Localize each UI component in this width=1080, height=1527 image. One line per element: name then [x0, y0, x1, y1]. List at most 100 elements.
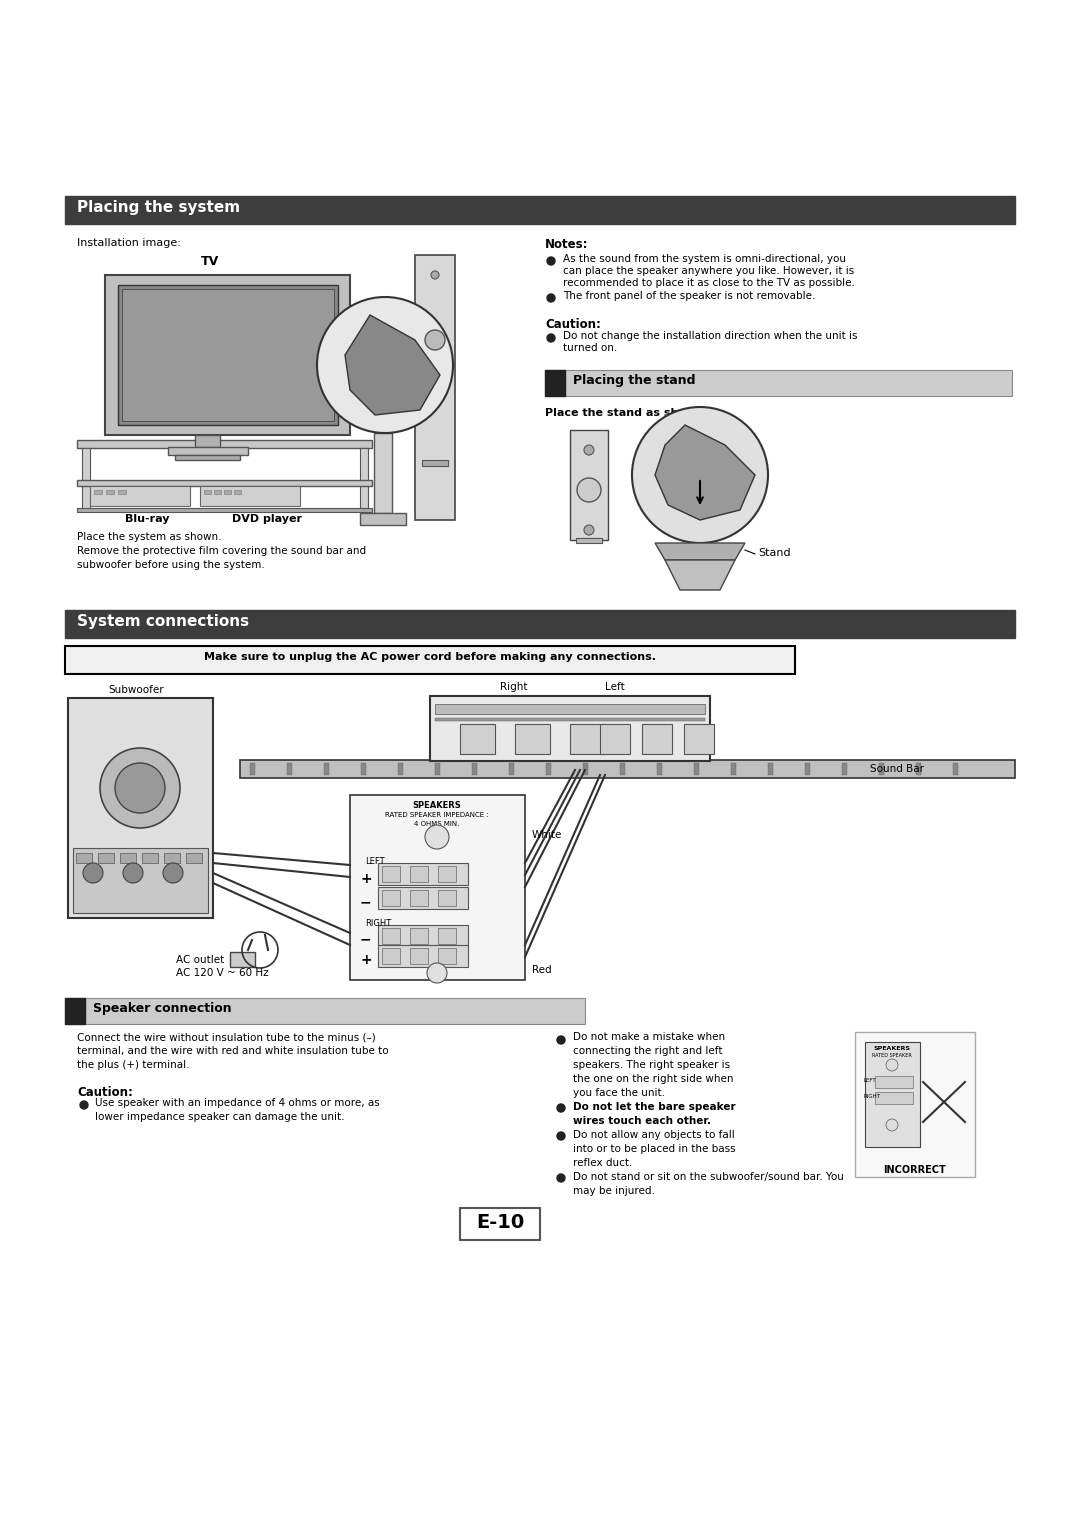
Text: you face the unit.: you face the unit. — [573, 1089, 665, 1098]
Bar — [76, 854, 92, 863]
Bar — [879, 764, 885, 776]
Text: AC outlet: AC outlet — [176, 954, 225, 965]
Bar — [399, 764, 403, 776]
Bar — [234, 490, 241, 495]
Text: subwoofer before using the system.: subwoofer before using the system. — [77, 560, 265, 570]
Text: 4 OHMS MIN.: 4 OHMS MIN. — [415, 822, 460, 828]
Bar — [694, 764, 699, 776]
Bar — [515, 724, 550, 754]
Bar — [287, 764, 292, 776]
Text: LEFT: LEFT — [365, 857, 384, 866]
Bar — [855, 1032, 975, 1177]
Bar — [842, 764, 847, 776]
Text: Do not change the installation direction when the unit is: Do not change the installation direction… — [563, 331, 858, 341]
Text: Caution:: Caution: — [77, 1086, 133, 1099]
Text: Remove the protective film covering the sound bar and: Remove the protective film covering the … — [77, 547, 366, 556]
Circle shape — [123, 863, 143, 883]
Bar — [224, 490, 231, 495]
Text: turned on.: turned on. — [563, 344, 618, 353]
Circle shape — [886, 1060, 897, 1070]
Bar — [546, 764, 551, 776]
Text: L: L — [692, 731, 705, 751]
Bar — [106, 490, 114, 495]
Bar — [657, 764, 662, 776]
Bar — [141, 854, 158, 863]
Bar — [120, 854, 136, 863]
Text: −: − — [360, 895, 372, 909]
Text: Red: Red — [532, 965, 552, 976]
Bar — [175, 455, 240, 460]
Bar — [382, 890, 400, 906]
Bar — [68, 698, 213, 918]
Bar — [875, 1077, 913, 1089]
Text: can place the speaker anywhere you like. However, it is: can place the speaker anywhere you like.… — [563, 266, 854, 276]
Circle shape — [546, 295, 555, 302]
Bar — [378, 925, 468, 947]
Bar — [620, 764, 625, 776]
Text: Make sure to unplug the AC power cord before making any connections.: Make sure to unplug the AC power cord be… — [204, 652, 656, 663]
Bar — [768, 764, 773, 776]
Bar — [438, 928, 456, 944]
Bar — [77, 479, 372, 486]
Bar — [430, 696, 710, 760]
Bar — [240, 760, 1015, 777]
Text: As the sound from the system is omni-directional, you: As the sound from the system is omni-dir… — [563, 253, 846, 264]
Bar — [186, 854, 202, 863]
Text: TV: TV — [201, 255, 219, 269]
Bar — [642, 724, 672, 754]
Text: Placing the system: Placing the system — [77, 200, 240, 215]
Bar — [214, 490, 221, 495]
Bar — [200, 486, 300, 505]
Bar — [361, 764, 366, 776]
Circle shape — [431, 270, 438, 279]
Bar — [350, 796, 525, 980]
Bar — [684, 724, 714, 754]
Text: Sound Bar: Sound Bar — [870, 764, 924, 774]
Text: −: − — [360, 931, 372, 947]
Text: Blu-ray: Blu-ray — [125, 515, 170, 524]
Circle shape — [80, 1101, 87, 1109]
Text: Right: Right — [500, 683, 527, 692]
Text: Notes:: Notes: — [545, 238, 589, 250]
Text: Do not make a mistake when: Do not make a mistake when — [573, 1032, 725, 1041]
Text: The front panel of the speaker is not removable.: The front panel of the speaker is not re… — [563, 292, 815, 301]
Bar — [372, 376, 378, 382]
Bar — [435, 718, 705, 721]
Bar — [360, 513, 406, 525]
Bar — [382, 948, 400, 964]
Circle shape — [426, 825, 449, 849]
Bar — [435, 764, 440, 776]
Bar — [98, 854, 114, 863]
Text: speakers. The right speaker is: speakers. The right speaker is — [573, 1060, 730, 1070]
Bar — [438, 866, 456, 883]
Text: connecting the right and left: connecting the right and left — [573, 1046, 723, 1057]
Bar — [916, 764, 921, 776]
Bar — [509, 764, 514, 776]
Bar — [77, 440, 372, 447]
Bar — [90, 486, 190, 505]
Text: lower impedance speaker can damage the unit.: lower impedance speaker can damage the u… — [95, 1112, 345, 1122]
Bar — [77, 508, 372, 512]
Text: +: + — [360, 953, 372, 967]
Text: Use speaker with an impedance of 4 ohms or more, as: Use speaker with an impedance of 4 ohms … — [95, 1098, 380, 1109]
Text: Placing the stand: Placing the stand — [573, 374, 696, 386]
Circle shape — [546, 334, 555, 342]
Text: into or to be placed in the bass: into or to be placed in the bass — [573, 1144, 735, 1154]
Text: Subwoofer: Subwoofer — [108, 686, 164, 695]
Bar — [82, 447, 90, 508]
Bar — [378, 863, 468, 886]
Text: LEFT: LEFT — [863, 1078, 876, 1083]
Bar — [360, 447, 368, 508]
Bar — [378, 887, 468, 909]
Bar — [94, 490, 102, 495]
Bar — [65, 999, 85, 1025]
Bar — [583, 764, 588, 776]
Bar — [410, 948, 428, 964]
Bar — [460, 724, 495, 754]
Circle shape — [426, 330, 445, 350]
Circle shape — [83, 863, 103, 883]
Text: E-10: E-10 — [476, 1212, 524, 1232]
Circle shape — [632, 408, 768, 544]
Text: Speaker connection: Speaker connection — [93, 1002, 231, 1015]
Bar — [168, 447, 248, 455]
